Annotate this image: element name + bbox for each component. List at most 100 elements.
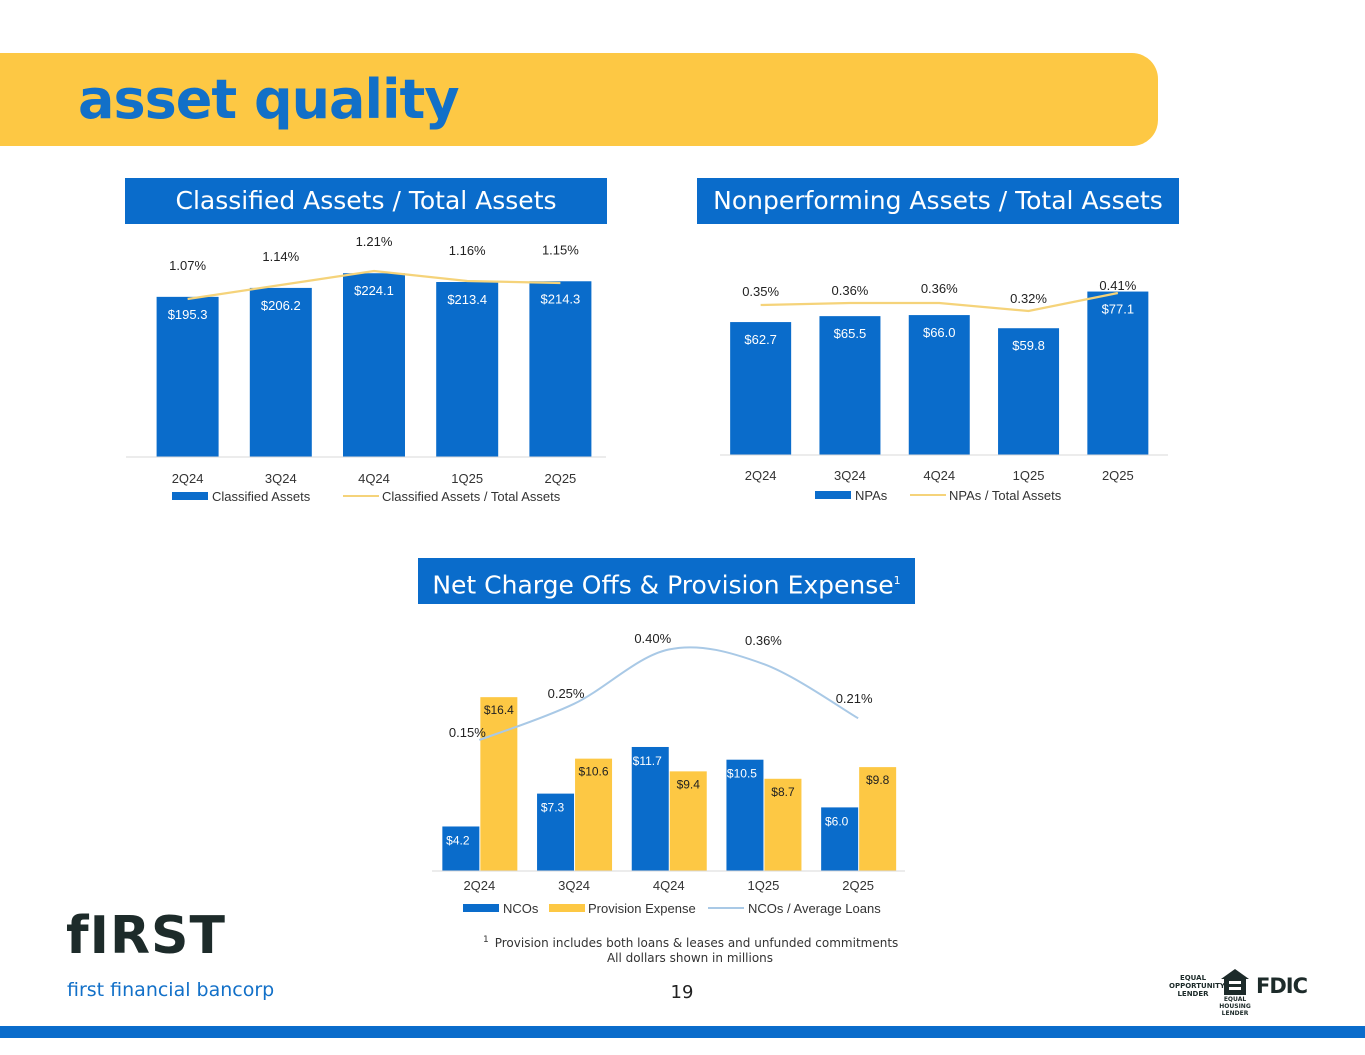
- classified-assets-bar-label: $213.4: [447, 292, 487, 307]
- legend-label: Classified Assets: [212, 489, 311, 504]
- npa-chart-title: Nonperforming Assets / Total Assets: [697, 178, 1179, 224]
- provision-bar: [480, 697, 518, 871]
- x-tick-label: 1Q25: [748, 878, 780, 893]
- npa-bar-label: $77.1: [1102, 302, 1135, 317]
- x-tick-label: 3Q24: [558, 878, 590, 893]
- ratio-data-label: 0.41%: [1099, 278, 1136, 293]
- title-banner: [0, 53, 1158, 146]
- company-name: first financial bancorp: [67, 979, 275, 1001]
- ratio-data-label: 1.15%: [542, 242, 579, 257]
- footnote-provision-text: Provision includes both loans & leases a…: [494, 936, 899, 950]
- classified-assets-bar-label: $195.3: [168, 307, 208, 322]
- company-logo: fIRST: [66, 906, 226, 966]
- legend-label: NPAs / Total Assets: [949, 488, 1062, 503]
- classified-assets-bar-label: $214.3: [541, 291, 581, 306]
- provision-bar-label: $8.7: [771, 785, 795, 799]
- equal-opportunity-lender-badge: EQUAL OPPORTUNITY LENDER: [1169, 974, 1226, 998]
- equal-housing-icon: [1221, 969, 1249, 995]
- npa-bar: [730, 322, 792, 455]
- npa-bar-label: $66.0: [923, 325, 956, 340]
- ratio-data-label: 0.15%: [449, 725, 486, 740]
- ratio-data-label: 0.21%: [836, 691, 873, 706]
- nco-chart-title: Net Charge Offs & Provision Expense1: [418, 558, 915, 604]
- nco-chart-title-text: Net Charge Offs & Provision Expense: [432, 570, 894, 600]
- classified-assets-bar-label: $206.2: [261, 298, 301, 313]
- equal-housing-lender-badge: EQUAL HOUSING LENDER: [1219, 996, 1251, 1017]
- ratio-data-label: 0.35%: [742, 284, 779, 299]
- footnote-units: All dollars shown in millions: [606, 951, 774, 965]
- x-tick-label: 2Q25: [1102, 468, 1134, 483]
- nco-bar: [631, 746, 669, 871]
- ratio-data-label: 1.21%: [356, 234, 393, 249]
- classified-assets-bar-label: $224.1: [354, 283, 394, 298]
- nco-bar: [726, 759, 764, 871]
- ratio-data-label: 0.32%: [1010, 291, 1047, 306]
- ratio-data-label: 1.14%: [262, 249, 299, 264]
- page-title: asset quality: [78, 68, 460, 131]
- x-tick-label: 4Q24: [358, 471, 390, 486]
- x-tick-label: 3Q24: [834, 468, 866, 483]
- npa-bar: [1087, 291, 1149, 455]
- ratio-data-label: 1.16%: [449, 243, 486, 258]
- npa-bar-label: $62.7: [744, 332, 777, 347]
- x-tick-label: 3Q24: [265, 471, 297, 486]
- classified-assets-bar: [156, 296, 219, 457]
- classified-assets-bar: [343, 273, 405, 457]
- x-tick-label: 1Q25: [1013, 468, 1045, 483]
- legend-label: NCOs: [503, 901, 539, 916]
- ratio-data-label: 1.07%: [169, 258, 206, 273]
- provision-bar-label: $9.4: [677, 777, 701, 791]
- nco-bar-label: $7.3: [541, 801, 565, 815]
- provision-bar: [764, 778, 802, 871]
- nco-bar: [537, 793, 575, 871]
- ratio-data-label: 0.25%: [548, 686, 585, 701]
- legend-bar-swatch: [172, 492, 208, 500]
- classified-ratio-line: [187, 269, 561, 301]
- footnote-marker: 1: [483, 935, 489, 945]
- x-tick-label: 2Q24: [172, 471, 204, 486]
- fdic-badge: FDIC: [1256, 974, 1308, 998]
- ratio-data-label: 0.36%: [832, 283, 869, 298]
- provision-bar-label: $10.6: [579, 765, 609, 779]
- x-tick-label: 4Q24: [923, 468, 955, 483]
- npa-ratio-line: [760, 291, 1119, 313]
- nco-ratio-line: [478, 646, 859, 741]
- footer-bar: [0, 1026, 1365, 1038]
- classified-assets-bar: [436, 282, 499, 457]
- x-tick-label: 2Q25: [842, 878, 874, 893]
- x-tick-label: 1Q25: [451, 471, 483, 486]
- legend-label: Classified Assets / Total Assets: [382, 489, 561, 504]
- npa-bar: [998, 328, 1060, 455]
- legend-label: NPAs: [855, 488, 888, 503]
- npa-bar: [908, 315, 970, 455]
- provision-bar-label: $16.4: [484, 703, 514, 717]
- nco-bar-label: $4.2: [446, 833, 470, 847]
- npa-bar: [819, 316, 881, 455]
- legend-label: NCOs / Average Loans: [748, 901, 881, 916]
- npa-bar-label: $59.8: [1012, 338, 1045, 353]
- nco-bar-label: $11.7: [633, 754, 662, 768]
- classified-assets-bar: [529, 281, 592, 457]
- nco-bar: [442, 826, 480, 871]
- legend-bar-swatch: [463, 904, 499, 912]
- ratio-data-label: 0.36%: [921, 281, 958, 296]
- classified-chart-title: Classified Assets / Total Assets: [125, 178, 607, 224]
- legend-bar-swatch: [815, 491, 851, 499]
- x-tick-label: 2Q25: [544, 471, 576, 486]
- provision-bar-label: $9.8: [866, 773, 890, 787]
- legend-label: Provision Expense: [588, 901, 696, 916]
- legend-bar-swatch: [549, 904, 585, 912]
- page-number: 19: [670, 982, 694, 1003]
- nco-title-footnote-marker: 1: [893, 574, 901, 587]
- x-tick-label: 2Q24: [463, 878, 495, 893]
- classified-assets-bar: [249, 287, 312, 457]
- footnote-provision: 1 Provision includes both loans & leases …: [483, 935, 898, 950]
- provision-bar: [669, 771, 707, 871]
- nco-bar-label: $6.0: [825, 814, 849, 828]
- provision-bar: [859, 767, 897, 871]
- x-tick-label: 4Q24: [653, 878, 685, 893]
- nco-bar: [821, 807, 859, 871]
- provision-bar: [575, 758, 613, 871]
- x-tick-label: 2Q24: [745, 468, 777, 483]
